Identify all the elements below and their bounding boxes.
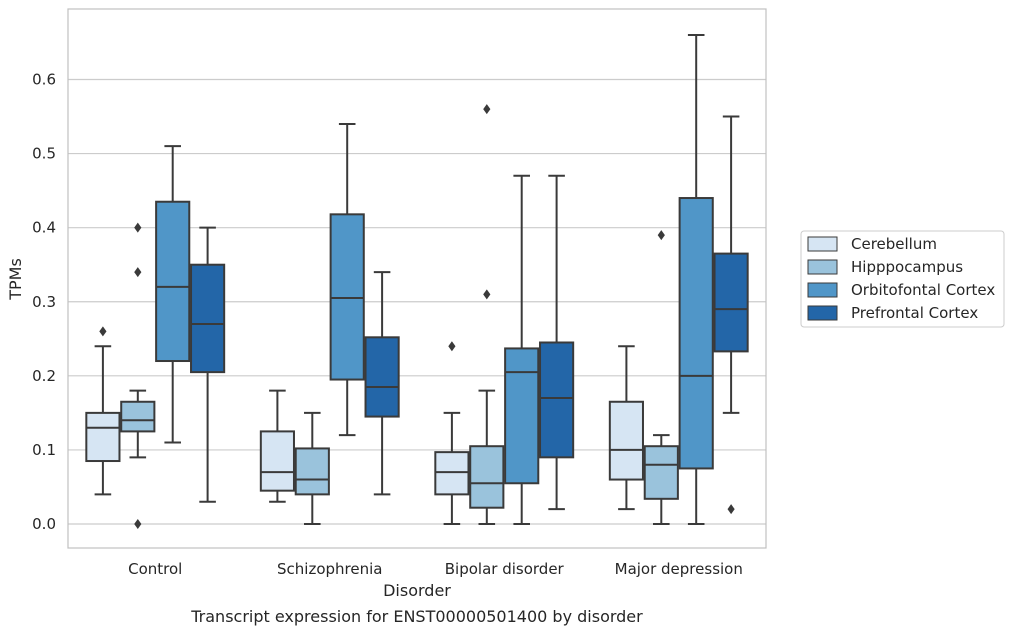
legend-label: Cerebellum	[851, 235, 937, 253]
box-cerebellum	[259, 389, 295, 503]
y-tick-label: 0.3	[32, 293, 56, 311]
outlier-point	[727, 504, 735, 515]
box-body	[504, 347, 540, 485]
y-axis-title: TPMs	[6, 258, 25, 301]
box-body	[294, 447, 330, 496]
x-tick-label: Bipolar disorder	[445, 560, 565, 578]
y-tick-label: 0.5	[32, 145, 56, 163]
outlier-point	[134, 519, 142, 529]
outlier-point	[483, 104, 491, 115]
box-prefrontal-cortex	[539, 174, 575, 511]
box-hipppocampus	[294, 411, 330, 525]
box-cerebellum	[608, 345, 644, 511]
outlier-point	[99, 326, 107, 337]
box-body	[364, 336, 400, 418]
legend-label: Orbitofontal Cortex	[851, 281, 995, 299]
box-body	[155, 200, 191, 363]
box-hipppocampus	[120, 222, 156, 529]
x-tick-label: Schizophrenia	[277, 560, 382, 578]
box-body	[329, 213, 365, 381]
outlier-point	[134, 222, 142, 233]
box-body	[643, 445, 679, 500]
box-body	[608, 400, 644, 481]
x-axis-title: Disorder	[383, 581, 451, 600]
outlier-point	[483, 289, 491, 300]
box-cerebellum	[85, 326, 121, 496]
box-prefrontal-cortex	[364, 271, 400, 496]
outlier-point	[657, 230, 665, 241]
x-tick-labels: Control Schizophrenia Bipolar disorder Majo…	[128, 560, 743, 578]
box-prefrontal-cortex	[190, 226, 226, 503]
box-body	[678, 197, 714, 470]
y-tick-label: 0.6	[32, 71, 56, 89]
legend-swatch	[807, 259, 838, 275]
legend-label: Hipppocampus	[851, 258, 963, 276]
x-tick-label: Control	[128, 560, 182, 578]
y-tick-label: 0.0	[32, 515, 56, 533]
y-tick-label: 0.1	[32, 441, 56, 459]
box-plots	[85, 34, 749, 529]
box-hipppocampus	[469, 104, 505, 525]
box-body	[85, 411, 121, 463]
box-prefrontal-cortex	[713, 115, 749, 515]
chart-caption: Transcript expression for ENST0000050140…	[190, 607, 643, 626]
box-body	[259, 430, 295, 492]
box-orbitofontal-cortex	[678, 34, 714, 525]
box-orbitofontal-cortex	[504, 174, 540, 525]
legend-label: Prefrontal Cortex	[851, 304, 978, 322]
box-body	[713, 252, 749, 353]
y-tick-label: 0.2	[32, 367, 56, 385]
y-tick-labels: 0.0 0.1 0.2 0.3 0.4 0.5 0.6	[32, 71, 56, 534]
box-body	[434, 451, 470, 496]
plot-frame	[67, 8, 767, 549]
box-body	[190, 263, 226, 374]
legend-swatch	[807, 282, 838, 298]
box-body	[120, 400, 156, 433]
box-cerebellum	[434, 341, 470, 525]
legend-swatch	[807, 305, 838, 321]
x-tick-label: Major depression	[615, 560, 743, 578]
box-orbitofontal-cortex	[155, 145, 191, 444]
box-body	[539, 341, 575, 459]
y-tick-label: 0.4	[32, 219, 56, 237]
box-body	[469, 445, 505, 509]
box-orbitofontal-cortex	[329, 122, 365, 437]
outlier-point	[448, 341, 456, 352]
outlier-point	[134, 267, 142, 278]
box-hipppocampus	[643, 230, 679, 525]
legend: Cerebellum Hipppocampus Orbitofontal Corte…	[800, 230, 1005, 328]
legend-frame	[800, 230, 1005, 328]
legend-swatch	[807, 236, 838, 252]
